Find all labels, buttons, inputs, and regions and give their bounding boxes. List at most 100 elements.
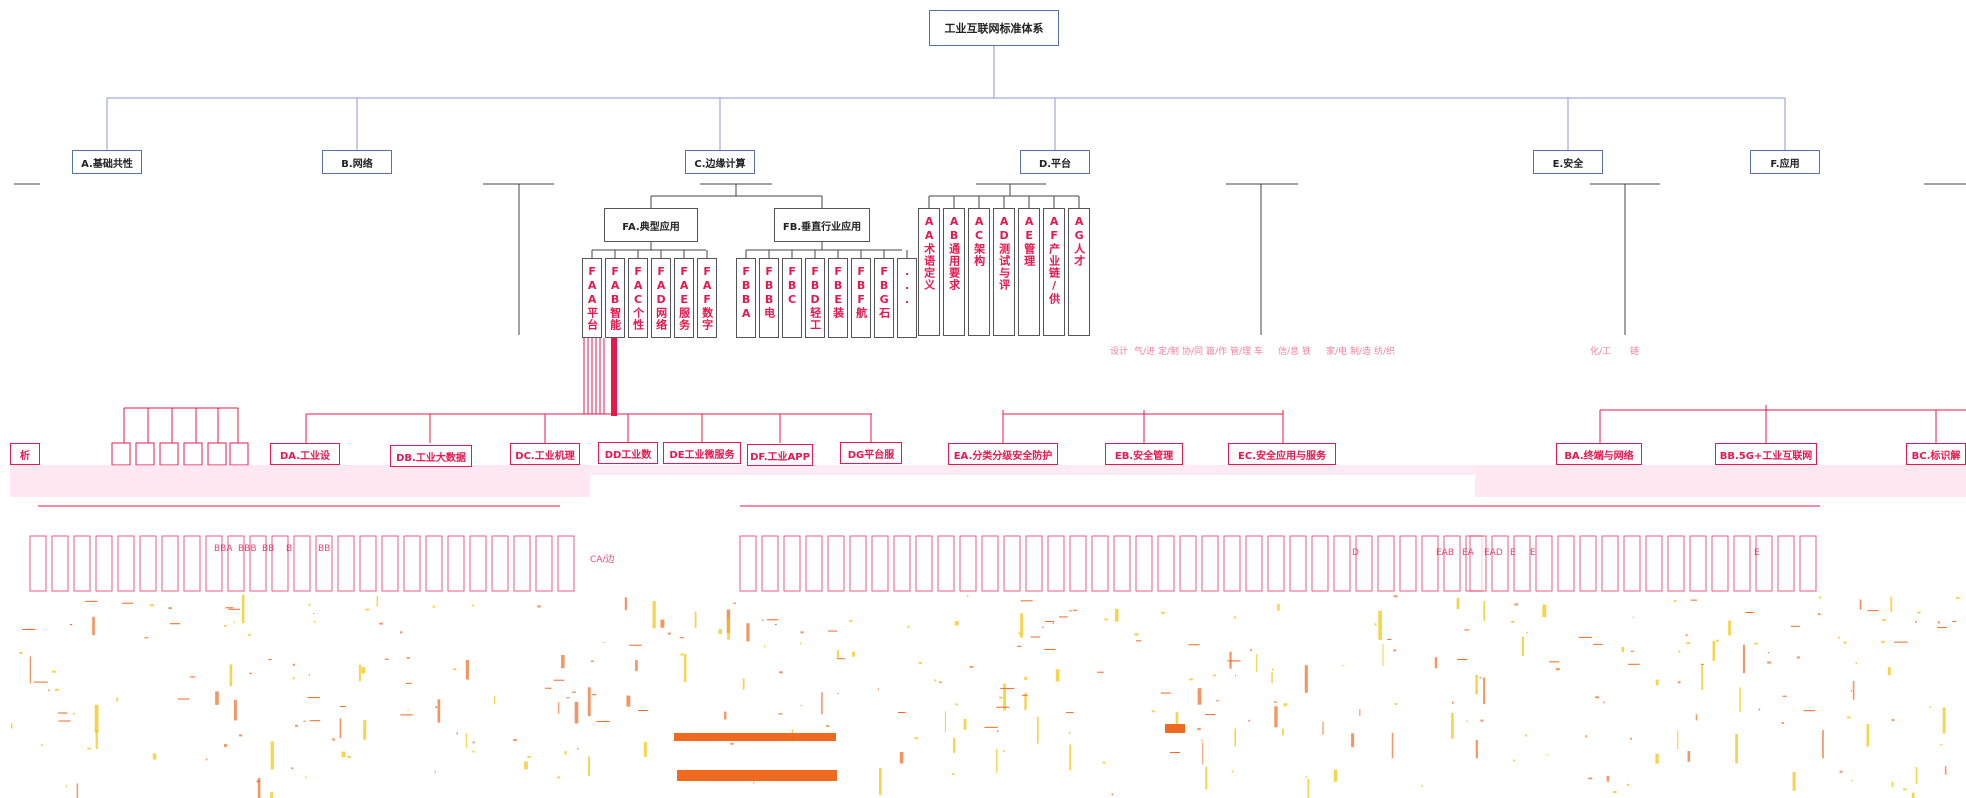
level4-box (30, 536, 46, 591)
texture-mark (644, 742, 647, 757)
texture-mark (453, 668, 456, 670)
level4-box (1246, 536, 1262, 591)
texture-mark (1351, 733, 1354, 747)
texture-mark (96, 730, 98, 749)
texture-mark (762, 619, 763, 621)
fa-node: FA.典型应用 (604, 208, 698, 242)
texture-mark (1476, 740, 1478, 758)
d-label: DB.工业大数据 (396, 449, 466, 464)
texture-mark (1627, 784, 1629, 786)
texture-mark (1822, 730, 1824, 758)
level4-box (1646, 536, 1662, 591)
a-item-label: AC架构 (972, 215, 985, 335)
level4-box (1712, 536, 1728, 591)
root-label: 工业互联网标准体系 (945, 20, 1044, 36)
texture-mark (230, 664, 233, 686)
a-item-label: AF产业链/供 (1047, 215, 1060, 335)
level4-box (118, 536, 134, 591)
level4-box (338, 536, 354, 591)
texture-mark (438, 699, 441, 722)
texture-mark (999, 697, 1002, 699)
texture-mark (1382, 644, 1383, 666)
texture-mark (1069, 732, 1071, 734)
texture-mark (1588, 777, 1592, 779)
fa-item-label: FAE服务 (677, 265, 690, 337)
deep-letter: CA/边 (590, 552, 614, 565)
texture-mark (1890, 597, 1892, 613)
level4-box (894, 536, 910, 591)
level4-box (806, 536, 822, 591)
level1-node-a: A.基础共性 (72, 150, 142, 174)
texture-mark (660, 620, 664, 628)
level4-box (1290, 536, 1306, 591)
level4-box (1558, 536, 1574, 591)
texture-mark (1607, 776, 1610, 782)
texture-mark (1678, 650, 1680, 652)
texture-mark (934, 679, 936, 681)
texture-mark (1322, 722, 1323, 735)
d-label: DE工业微服务 (669, 446, 734, 461)
level4-box (448, 536, 464, 591)
texture-mark (878, 688, 879, 690)
texture-mark (1916, 767, 1918, 784)
texture-mark (837, 650, 839, 658)
texture-mark (1686, 634, 1688, 636)
texture-mark (1232, 771, 1234, 773)
texture-mark (1739, 687, 1740, 711)
level4-box (1422, 536, 1438, 591)
fb-item-label: FBG石 (877, 265, 890, 337)
texture-mark (1201, 740, 1203, 742)
texture-mark (1229, 652, 1231, 669)
texture-mark (1819, 597, 1821, 599)
texture-mark (77, 783, 78, 798)
texture-mark (626, 696, 630, 707)
texture-mark (1674, 600, 1676, 602)
texture-mark (1037, 717, 1039, 744)
texture-mark (764, 645, 765, 647)
texture-mark (1956, 597, 1959, 599)
small-pink-box (136, 443, 154, 465)
level4-box (828, 536, 844, 591)
faint-label: 铁 (1302, 344, 1311, 357)
texture-mark (1161, 612, 1165, 614)
texture-mark (915, 737, 919, 739)
texture-mark (955, 621, 959, 625)
texture-mark (1256, 654, 1257, 672)
texture-mark (1843, 642, 1846, 644)
level4-box (536, 536, 552, 591)
texture-mark (340, 718, 342, 738)
texture-mark (435, 771, 436, 773)
fa-item-1: FAB智能 (605, 258, 625, 338)
faint-label: 管/理 (1230, 344, 1251, 357)
level4-box (1668, 536, 1684, 591)
level4-box (1470, 536, 1486, 591)
level4-box (1048, 536, 1064, 591)
b-node-ba: BA.终端与网络 (1556, 443, 1642, 465)
texture-mark (1374, 623, 1376, 625)
texture-mark (1234, 729, 1236, 747)
small-pink-box (230, 443, 248, 465)
texture-mark (270, 792, 273, 798)
level4-box (1378, 536, 1394, 591)
fa-item-label: FAB智能 (608, 265, 621, 337)
texture-mark (537, 605, 541, 607)
level4-box (382, 536, 398, 591)
deep-letter: B (286, 544, 292, 554)
left-edge-node: 析 (10, 443, 40, 465)
texture-mark (359, 665, 361, 681)
texture-mark (1205, 767, 1207, 790)
fa-item-label: FAA平台 (585, 265, 598, 337)
level4-box (1400, 536, 1416, 591)
d-label: DA.工业设 (280, 447, 330, 462)
texture-mark (1282, 729, 1284, 736)
texture-mark (724, 712, 726, 720)
faint-label: 链 (1630, 344, 1639, 357)
texture-mark (1392, 733, 1393, 758)
texture-mark (1716, 640, 1719, 642)
level4-box (74, 536, 90, 591)
d-node-df: DF.工业APP (747, 444, 813, 466)
texture-mark (513, 739, 517, 741)
pink-band (10, 465, 590, 497)
orange-bar (677, 770, 837, 781)
texture-mark (116, 697, 118, 701)
